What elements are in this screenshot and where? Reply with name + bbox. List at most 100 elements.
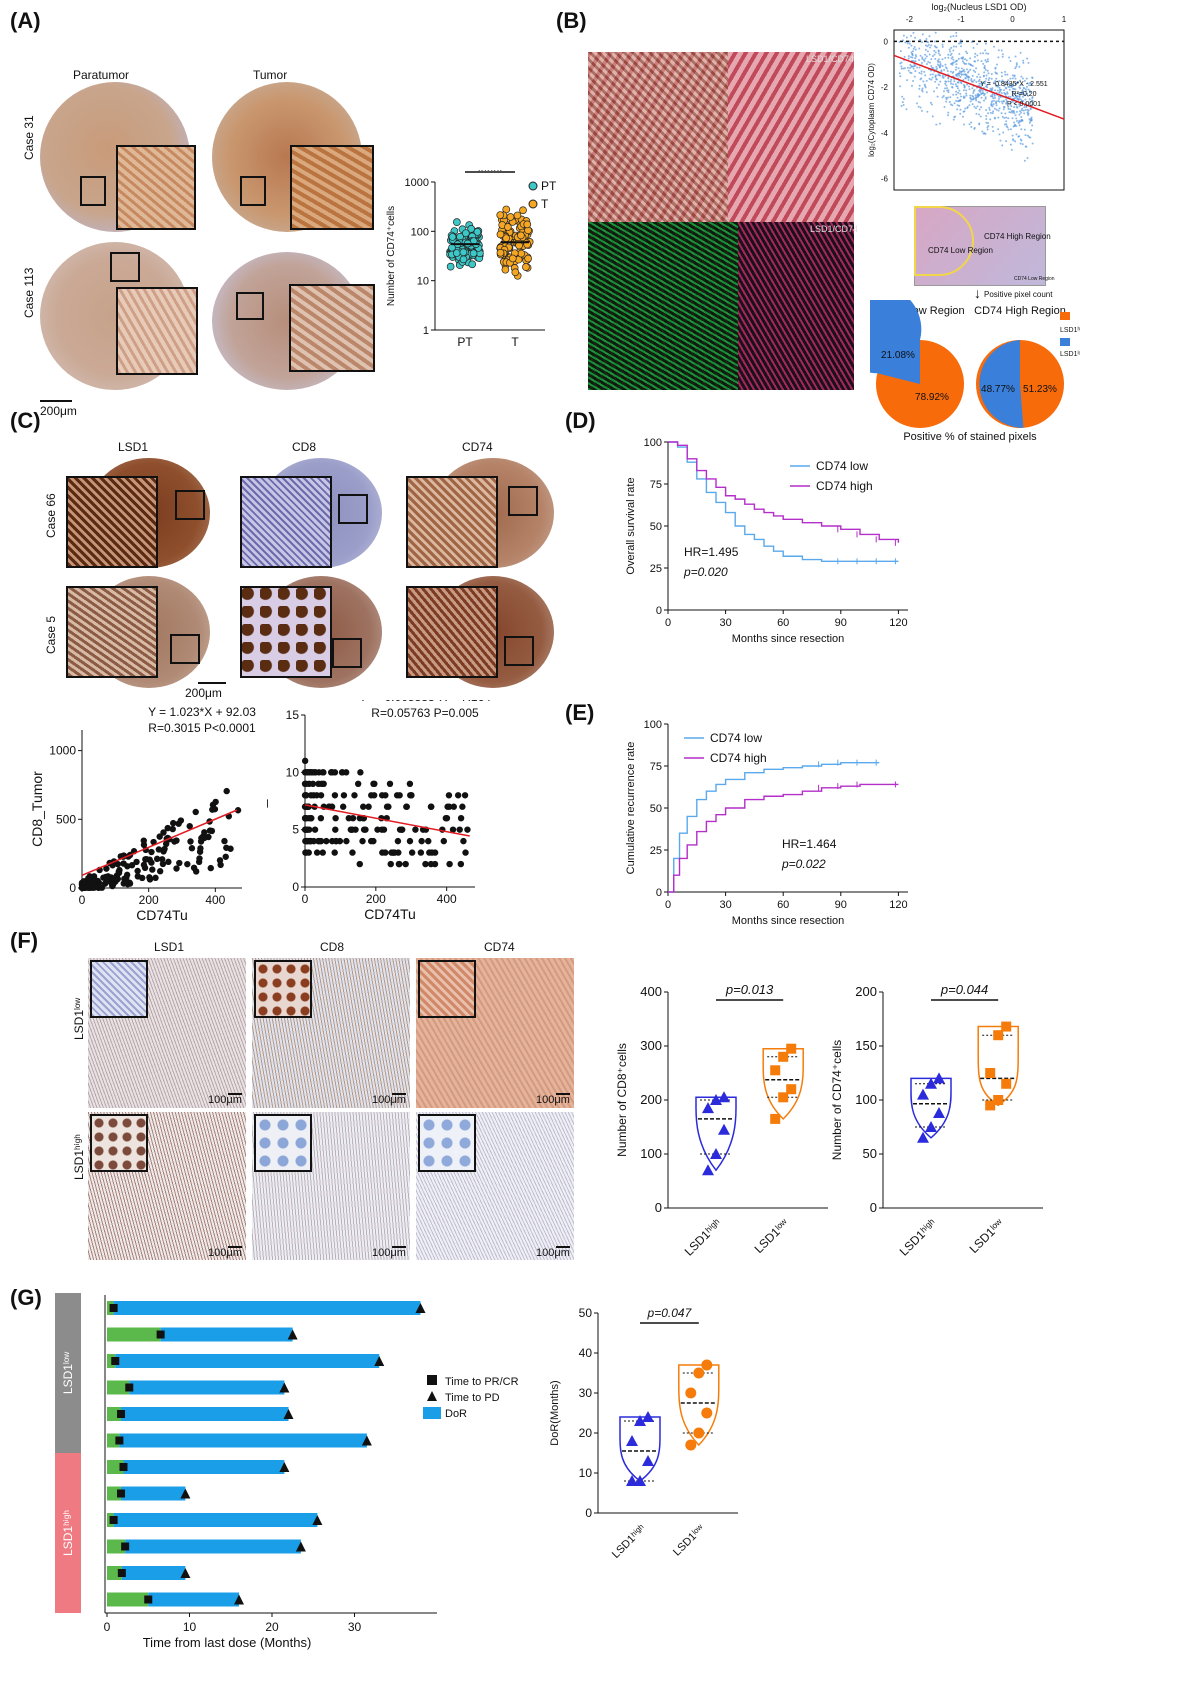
data-point bbox=[944, 56, 947, 59]
data-point bbox=[911, 50, 914, 53]
data-point bbox=[1010, 101, 1013, 104]
data-point bbox=[133, 858, 140, 866]
data-point bbox=[207, 864, 214, 872]
data-point bbox=[918, 47, 921, 50]
data-point bbox=[523, 220, 532, 229]
data-point bbox=[1023, 112, 1026, 115]
data-point bbox=[396, 860, 403, 868]
data-point bbox=[1025, 90, 1028, 93]
data-point bbox=[974, 71, 977, 74]
data-point bbox=[1007, 128, 1010, 131]
data-point bbox=[1021, 77, 1024, 80]
data-point bbox=[912, 47, 915, 50]
data-point bbox=[934, 31, 937, 34]
group-bar-lsd1-low bbox=[55, 1293, 81, 1453]
data-point bbox=[969, 63, 972, 66]
data-point bbox=[947, 111, 950, 114]
zoom-region-box bbox=[332, 638, 362, 668]
data-point bbox=[969, 57, 972, 60]
data-point bbox=[961, 70, 964, 73]
data-point bbox=[1011, 100, 1014, 103]
data-point bbox=[1031, 124, 1034, 127]
data-point bbox=[927, 60, 930, 63]
data-point bbox=[987, 122, 990, 125]
data-point bbox=[979, 52, 982, 55]
data-point bbox=[406, 780, 414, 787]
data-point bbox=[973, 126, 976, 129]
data-point bbox=[305, 849, 312, 856]
data-point bbox=[931, 55, 934, 58]
data-point bbox=[911, 54, 914, 57]
data-point bbox=[513, 211, 522, 220]
data-point bbox=[913, 45, 916, 48]
data-point bbox=[496, 230, 505, 239]
data-point bbox=[958, 104, 961, 107]
data-point bbox=[1000, 80, 1003, 83]
pie-value-hi: 51.23% bbox=[1023, 384, 1057, 395]
y-tick-label: 50 bbox=[650, 521, 662, 533]
data-point bbox=[1009, 60, 1012, 63]
data-point bbox=[1005, 98, 1008, 101]
case5-label: Case 5 bbox=[44, 615, 58, 654]
data-point bbox=[927, 43, 930, 46]
data-point bbox=[156, 833, 163, 840]
data-point bbox=[933, 40, 936, 43]
data-point bbox=[1014, 55, 1017, 58]
data-point bbox=[380, 826, 388, 833]
f-col-lsd1: LSD1 bbox=[154, 940, 185, 954]
data-point bbox=[1026, 157, 1029, 160]
x-category-label: LSD1ʰⁱᵍʰ bbox=[897, 1216, 940, 1259]
data-point bbox=[1020, 83, 1023, 86]
data-point bbox=[1012, 110, 1015, 113]
data-point bbox=[930, 78, 933, 81]
data-point bbox=[1016, 106, 1019, 109]
y-tick-label: 25 bbox=[650, 845, 662, 857]
data-point bbox=[929, 61, 932, 64]
data-point bbox=[319, 849, 326, 856]
data-point bbox=[949, 70, 952, 73]
data-point bbox=[1025, 145, 1028, 148]
data-point bbox=[909, 67, 912, 70]
data-point bbox=[924, 53, 927, 56]
data-point bbox=[912, 60, 915, 63]
data-point bbox=[941, 96, 944, 99]
data-point bbox=[938, 64, 941, 67]
data-point bbox=[114, 860, 122, 868]
data-point bbox=[365, 803, 372, 810]
data-point bbox=[461, 229, 470, 238]
data-point bbox=[939, 62, 942, 65]
x-axis-label: CD74Tu bbox=[136, 907, 188, 923]
legend-swatch-pr-cr bbox=[427, 1375, 437, 1385]
data-point bbox=[985, 60, 988, 63]
data-point bbox=[1009, 83, 1012, 86]
dor-violin-plot: 0 10 20 30 40 50 DoR(Months) LSD1ʰⁱᵍʰ LSD1ˡᵒʷ p=0… bbox=[549, 1306, 738, 1561]
data-point bbox=[899, 75, 902, 78]
data-point bbox=[955, 45, 958, 48]
data-point bbox=[959, 92, 962, 95]
low-region-outline bbox=[914, 206, 974, 276]
data-point bbox=[956, 81, 959, 84]
bar-dor bbox=[113, 1513, 318, 1527]
data-point bbox=[941, 45, 944, 48]
data-point bbox=[1013, 92, 1016, 95]
data-point bbox=[508, 254, 517, 263]
data-point bbox=[431, 849, 439, 856]
data-point bbox=[930, 44, 933, 47]
hazard-ratio-text: HR=1.464 bbox=[782, 837, 837, 851]
data-point bbox=[920, 41, 923, 44]
data-point bbox=[304, 826, 311, 833]
data-point bbox=[450, 803, 457, 810]
data-point bbox=[912, 67, 915, 70]
data-point bbox=[946, 87, 949, 90]
data-point bbox=[459, 803, 466, 810]
data-point bbox=[92, 883, 99, 890]
x-tick-label: 30 bbox=[719, 899, 731, 911]
p-value-text: P < 0.0001 bbox=[1007, 101, 1041, 108]
data-point bbox=[985, 74, 988, 77]
data-point bbox=[402, 860, 409, 868]
data-point bbox=[986, 128, 989, 131]
data-point bbox=[987, 52, 990, 55]
data-point bbox=[925, 38, 928, 41]
data-point bbox=[503, 223, 512, 231]
data-point bbox=[970, 77, 973, 80]
